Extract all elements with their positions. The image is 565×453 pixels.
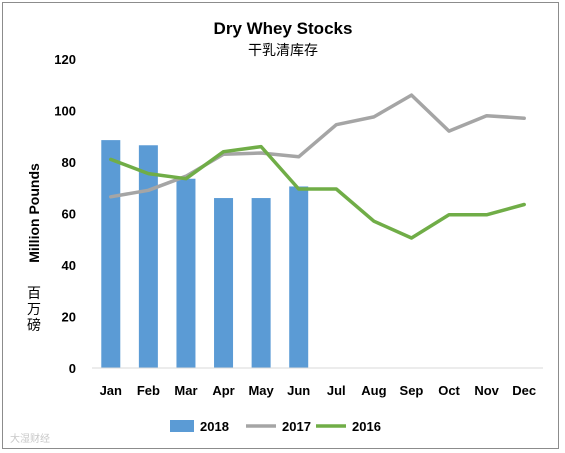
x-tick-label: Feb bbox=[137, 383, 160, 398]
legend-label-2018: 2018 bbox=[200, 419, 229, 434]
legend-swatch-2018 bbox=[170, 420, 194, 432]
line-series-2016 bbox=[109, 144, 526, 240]
line-series-2017 bbox=[109, 93, 526, 199]
chart-subtitle: 干乳清库存 bbox=[248, 42, 318, 58]
bar-2018-feb bbox=[138, 145, 158, 368]
x-tick-label: Mar bbox=[174, 383, 197, 398]
plot-area: 0 20 40 60 80 100 120 Jan Feb Mar Apr May Jun Jul Aug S… bbox=[54, 52, 543, 398]
legend: 2018 2017 2016 bbox=[170, 419, 381, 434]
bar-2018-jan bbox=[101, 140, 121, 368]
x-tick-label: Oct bbox=[438, 383, 460, 398]
x-tick-label: Jun bbox=[287, 383, 310, 398]
y-axis-label-cn-char: 百 bbox=[27, 285, 41, 301]
y-axis-label-chinese: 百万磅 bbox=[27, 285, 41, 333]
x-tick-label: Jul bbox=[327, 383, 346, 398]
x-tick-label: May bbox=[248, 383, 274, 398]
y-axis-label: Million Pounds bbox=[26, 163, 42, 263]
bar-2018-apr bbox=[214, 198, 234, 368]
x-tick-label: Nov bbox=[474, 383, 499, 398]
bar-2018-may bbox=[251, 198, 271, 368]
y-tick-label: 100 bbox=[54, 104, 76, 119]
watermark: 大湿财经 bbox=[10, 432, 50, 445]
bar-2018-jun bbox=[289, 186, 309, 368]
y-tick-label: 80 bbox=[62, 155, 76, 170]
y-tick-label: 0 bbox=[69, 361, 76, 376]
legend-label-2017: 2017 bbox=[282, 419, 311, 434]
x-tick-label: Sep bbox=[400, 383, 424, 398]
x-tick-label: Dec bbox=[512, 383, 536, 398]
chart-frame bbox=[2, 2, 559, 449]
y-axis-label-cn-char: 万 bbox=[27, 301, 41, 317]
bar-2018-mar bbox=[176, 178, 196, 368]
chart-title: Dry Whey Stocks bbox=[214, 19, 353, 38]
x-tick-label: Aug bbox=[361, 383, 386, 398]
x-tick-label: Apr bbox=[212, 383, 234, 398]
y-tick-label: 20 bbox=[62, 310, 76, 325]
y-tick-label: 40 bbox=[62, 258, 76, 273]
x-tick-label: Jan bbox=[100, 383, 122, 398]
legend-label-2016: 2016 bbox=[352, 419, 381, 434]
y-tick-label: 120 bbox=[54, 52, 76, 67]
y-tick-label: 60 bbox=[62, 207, 76, 222]
y-axis-label-cn-char: 磅 bbox=[27, 317, 41, 333]
